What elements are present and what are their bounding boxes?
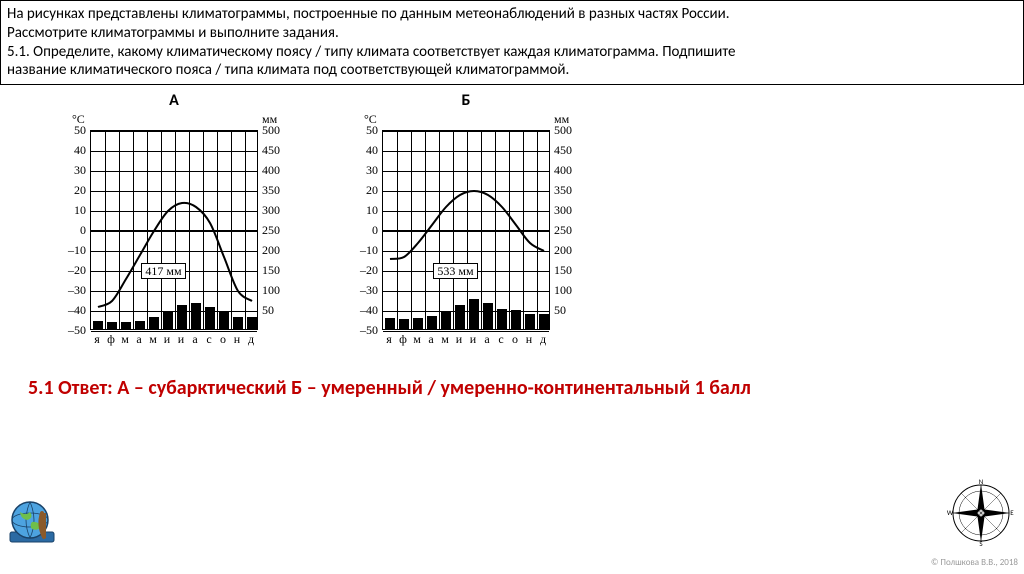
month-label: д — [244, 332, 258, 347]
compass-s: S — [979, 539, 982, 548]
month-label: с — [202, 332, 216, 347]
precip-tick-label: 450 — [554, 143, 572, 158]
temp-tick-label: –10 — [350, 243, 378, 258]
precip-tick-label: 50 — [554, 303, 566, 318]
precip-tick-label: 500 — [554, 123, 572, 138]
precip-tick-label: 350 — [554, 183, 572, 198]
task-line: 5.1. Определите, какому климатическому п… — [7, 43, 1017, 62]
month-label: и — [452, 332, 466, 347]
temp-tick-label: 0 — [350, 223, 378, 238]
temp-tick-label: –40 — [58, 303, 86, 318]
plot-area: 417 мм — [90, 130, 258, 330]
month-label: а — [188, 332, 202, 347]
total-precip-annotation: 417 мм — [141, 263, 185, 279]
month-label: м — [410, 332, 424, 347]
task-line: На рисунках представлены климатограммы, … — [7, 5, 1017, 24]
temp-curve — [91, 131, 259, 331]
task-line: Рассмотрите климатограммы и выполните за… — [7, 24, 1017, 43]
month-label: о — [508, 332, 522, 347]
temp-tick-label: 10 — [58, 203, 86, 218]
chart-body: °Cмм50403020100–10–20–30–40–505004504003… — [348, 112, 584, 348]
temp-tick-label: 10 — [350, 203, 378, 218]
month-label: и — [160, 332, 174, 347]
precip-tick-label: 450 — [262, 143, 280, 158]
precip-tick-label: 100 — [554, 283, 572, 298]
total-precip-annotation: 533 мм — [433, 263, 477, 279]
precip-tick-label: 150 — [554, 263, 572, 278]
month-label: н — [230, 332, 244, 347]
precip-tick-label: 400 — [262, 163, 280, 178]
precip-tick-label: 100 — [262, 283, 280, 298]
temp-tick-label: 0 — [58, 223, 86, 238]
copyright: © Полшкова В.В., 2018 — [931, 557, 1018, 568]
month-axis: яфмамииасонд — [382, 332, 550, 347]
temp-tick-label: 30 — [350, 163, 378, 178]
month-label: а — [424, 332, 438, 347]
temp-tick-label: –10 — [58, 243, 86, 258]
month-label: о — [216, 332, 230, 347]
temp-tick-label: 50 — [350, 123, 378, 138]
precip-tick-label: 200 — [554, 243, 572, 258]
plot-area: 533 мм — [382, 130, 550, 330]
climatogram-B: Б°Cмм50403020100–10–20–30–40–50500450400… — [348, 91, 584, 348]
task-line: название климатического пояса / типа кли… — [7, 61, 1017, 80]
precip-tick-label: 250 — [262, 223, 280, 238]
month-label: д — [536, 332, 550, 347]
charts-container: А°Cмм50403020100–10–20–30–40–50500450400… — [0, 91, 1024, 348]
temp-curve — [383, 131, 551, 331]
month-label: я — [90, 332, 104, 347]
temp-tick-label: –30 — [58, 283, 86, 298]
temp-tick-label: –20 — [350, 263, 378, 278]
month-label: м — [118, 332, 132, 347]
temp-tick-label: –20 — [58, 263, 86, 278]
month-label: и — [466, 332, 480, 347]
compass-n: N — [979, 478, 984, 486]
chart-label: А — [169, 91, 179, 110]
compass-w: W — [947, 508, 954, 517]
temp-tick-label: 40 — [58, 143, 86, 158]
month-axis: яфмамииасонд — [90, 332, 258, 347]
temp-tick-label: 20 — [58, 183, 86, 198]
month-label: н — [522, 332, 536, 347]
month-label: а — [480, 332, 494, 347]
chart-body: °Cмм50403020100–10–20–30–40–505004504003… — [56, 112, 292, 348]
temp-tick-label: 50 — [58, 123, 86, 138]
month-label: и — [174, 332, 188, 347]
precip-tick-label: 300 — [554, 203, 572, 218]
chart-label: Б — [462, 91, 471, 110]
temp-tick-label: –40 — [350, 303, 378, 318]
precip-tick-label: 350 — [262, 183, 280, 198]
month-label: м — [438, 332, 452, 347]
month-label: а — [132, 332, 146, 347]
temp-tick-label: 30 — [58, 163, 86, 178]
precip-tick-label: 400 — [554, 163, 572, 178]
month-label: м — [146, 332, 160, 347]
month-label: ф — [396, 332, 410, 347]
month-label: с — [494, 332, 508, 347]
compass-e: E — [1010, 508, 1014, 517]
temp-tick-label: 20 — [350, 183, 378, 198]
month-label: ф — [104, 332, 118, 347]
temp-tick-label: –50 — [350, 323, 378, 338]
precip-tick-label: 200 — [262, 243, 280, 258]
temp-tick-label: 40 — [350, 143, 378, 158]
temp-tick-label: –50 — [58, 323, 86, 338]
precip-tick-label: 50 — [262, 303, 274, 318]
precip-tick-label: 500 — [262, 123, 280, 138]
task-prompt: На рисунках представлены климатограммы, … — [0, 0, 1024, 85]
globe-icon — [8, 498, 68, 548]
answer-text: 5.1 Ответ: А – субарктический Б – умерен… — [0, 376, 1024, 400]
precip-tick-label: 150 — [262, 263, 280, 278]
precip-tick-label: 300 — [262, 203, 280, 218]
climatogram-A: А°Cмм50403020100–10–20–30–40–50500450400… — [56, 91, 292, 348]
month-label: я — [382, 332, 396, 347]
precip-tick-label: 250 — [554, 223, 572, 238]
temp-tick-label: –30 — [350, 283, 378, 298]
compass-icon: N S E W — [946, 478, 1016, 548]
